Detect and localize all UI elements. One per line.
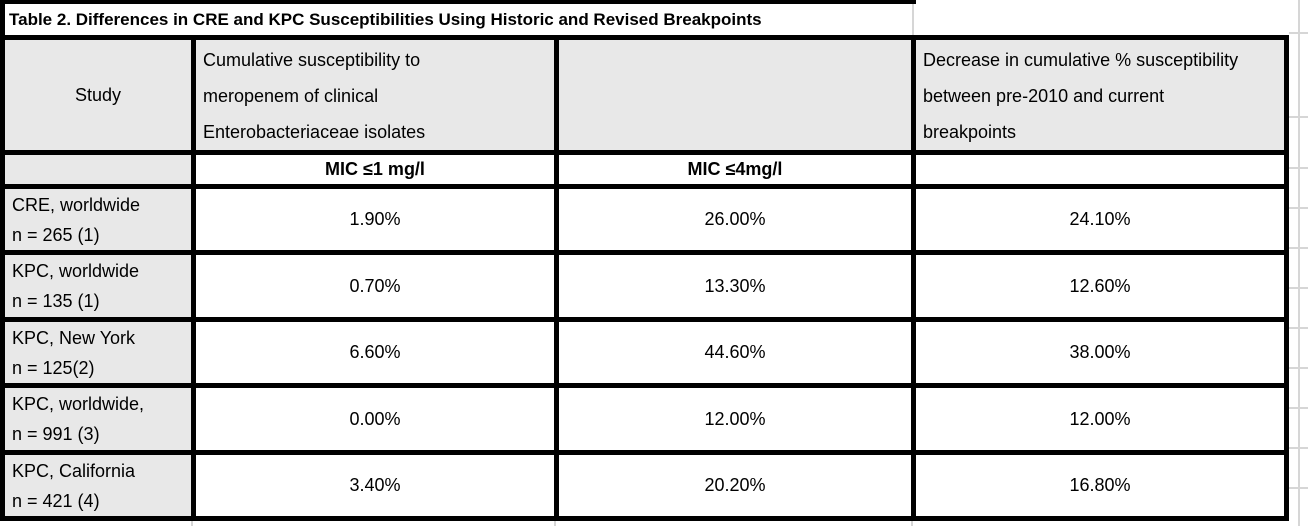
gridline-horizontal: [1289, 247, 1308, 249]
subheader-cell-mic-le4[interactable]: MIC ≤4mg/l: [559, 155, 911, 184]
gridline-horizontal: [1289, 487, 1308, 489]
subheader-cell-mic-le1[interactable]: MIC ≤1 mg/l: [196, 155, 554, 184]
gridline-horizontal: [1289, 287, 1308, 289]
value-cell-mic4[interactable]: 44.60%: [559, 322, 911, 383]
value-cell-mic4[interactable]: 20.20%: [559, 455, 911, 516]
gridline-horizontal: [1289, 447, 1308, 449]
gridline-vertical: [911, 521, 913, 526]
gridline-vertical: [1298, 0, 1300, 526]
value-cell-decrease[interactable]: 16.80%: [916, 455, 1284, 516]
value-cell-mic1[interactable]: 0.00%: [196, 388, 554, 450]
row-label-kpc-worldwide[interactable]: KPC, worldwide n = 135 (1): [5, 255, 191, 317]
row-label-cre-worldwide[interactable]: CRE, worldwide n = 265 (1): [5, 189, 191, 250]
value-cell-mic1[interactable]: 1.90%: [196, 189, 554, 250]
header-cell-cumulative-susceptibility[interactable]: Cumulative susceptibility to meropenem o…: [196, 40, 554, 150]
subheader-cell-blank[interactable]: [916, 155, 1284, 184]
header-cell-spacer[interactable]: [559, 40, 911, 150]
table-title: Table 2. Differences in CRE and KPC Susc…: [5, 4, 911, 35]
title-top-border: [0, 0, 916, 4]
subheader-cell-blank[interactable]: [5, 155, 191, 184]
gridline-horizontal: [1289, 116, 1308, 118]
value-cell-mic1[interactable]: 0.70%: [196, 255, 554, 317]
gridline-horizontal: [1289, 407, 1308, 409]
value-cell-decrease[interactable]: 38.00%: [916, 322, 1284, 383]
value-cell-mic1[interactable]: 6.60%: [196, 322, 554, 383]
value-cell-mic4[interactable]: 12.00%: [559, 388, 911, 450]
gridline-vertical: [912, 0, 914, 35]
value-cell-decrease[interactable]: 12.00%: [916, 388, 1284, 450]
gridline-horizontal: [1289, 167, 1308, 169]
value-cell-mic4[interactable]: 26.00%: [559, 189, 911, 250]
gridline-vertical: [191, 521, 193, 526]
gridline-horizontal: [1289, 32, 1308, 34]
value-cell-mic4[interactable]: 13.30%: [559, 255, 911, 317]
value-cell-decrease[interactable]: 24.10%: [916, 189, 1284, 250]
value-cell-decrease[interactable]: 12.60%: [916, 255, 1284, 317]
header-cell-decrease-susceptibility[interactable]: Decrease in cumulative % susceptibility …: [916, 40, 1284, 150]
gridline-vertical: [554, 521, 556, 526]
gridline-horizontal: [1289, 327, 1308, 329]
value-cell-mic1[interactable]: 3.40%: [196, 455, 554, 516]
title-left-border: [0, 0, 5, 35]
row-label-kpc-california[interactable]: KPC, California n = 421 (4): [5, 455, 191, 516]
row-label-kpc-worldwide-2[interactable]: KPC, worldwide, n = 991 (3): [5, 388, 191, 450]
gridline-horizontal: [1289, 367, 1308, 369]
row-label-kpc-new-york[interactable]: KPC, New York n = 125(2): [5, 322, 191, 383]
gridline-horizontal: [1289, 207, 1308, 209]
header-cell-study[interactable]: Study: [5, 40, 191, 150]
